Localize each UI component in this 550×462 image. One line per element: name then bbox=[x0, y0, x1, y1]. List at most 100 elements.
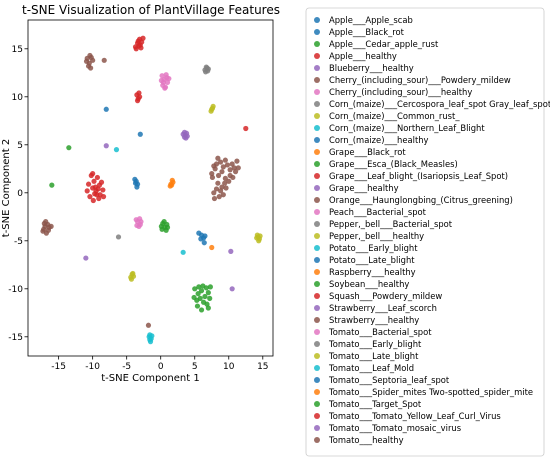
data-point bbox=[134, 222, 140, 229]
data-point bbox=[220, 192, 226, 198]
legend-label: Grape___Esca_(Black_Measles) bbox=[329, 159, 458, 169]
legend-label: Corn_(maize)___Northern_Leaf_Blight bbox=[329, 123, 485, 133]
legend-label: Grape___Leaf_blight_(Isariopsis_Leaf_Spo… bbox=[329, 171, 508, 181]
legend-item: Soybean___healthy bbox=[314, 279, 409, 289]
data-point bbox=[211, 195, 218, 202]
legend-marker bbox=[314, 77, 320, 83]
series-29 bbox=[146, 332, 155, 345]
data-point bbox=[211, 190, 217, 196]
series-24 bbox=[228, 248, 234, 254]
legend-marker bbox=[314, 161, 320, 167]
data-point bbox=[83, 255, 89, 261]
data-point bbox=[209, 171, 215, 177]
legend-marker bbox=[314, 305, 320, 311]
data-point bbox=[202, 233, 208, 239]
legend-item: Tomato___Tomato_mosaic_virus bbox=[314, 423, 461, 433]
series-10 bbox=[132, 131, 143, 190]
data-point bbox=[207, 284, 213, 290]
plot-frame bbox=[27, 19, 274, 357]
legend-marker bbox=[314, 125, 320, 131]
data-point bbox=[203, 285, 209, 291]
data-point bbox=[161, 219, 167, 225]
series-3 bbox=[243, 125, 249, 132]
data-point bbox=[48, 223, 54, 229]
legend-label: Tomato___Early_blight bbox=[328, 339, 422, 349]
legend-label: Strawberry___Leaf_scorch bbox=[329, 303, 437, 313]
legend-label: Apple___Apple_scab bbox=[329, 15, 413, 25]
legend-label: Apple___Cedar_apple_rust bbox=[329, 39, 439, 49]
legend-marker bbox=[314, 41, 320, 47]
data-point bbox=[224, 162, 231, 168]
data-point bbox=[90, 171, 96, 177]
series-8 bbox=[208, 103, 216, 114]
data-point bbox=[100, 194, 107, 200]
data-point bbox=[220, 164, 226, 170]
legend-item: Tomato___Early_blight bbox=[314, 339, 422, 349]
legend-label: Grape___Black_rot bbox=[329, 147, 406, 157]
data-point bbox=[91, 178, 97, 184]
data-point bbox=[158, 223, 164, 229]
legend-item: Grape___Esca_(Black_Measles) bbox=[314, 159, 458, 169]
data-point bbox=[113, 147, 120, 153]
data-point bbox=[137, 131, 143, 137]
data-point bbox=[198, 307, 205, 313]
data-point bbox=[211, 163, 217, 169]
data-point bbox=[222, 180, 228, 186]
legend-item: Orange___Haunglongbing_(Citrus_greening) bbox=[314, 195, 513, 205]
legend-label: Tomato___Target_Spot bbox=[328, 399, 422, 409]
legend-label: Tomato___Leaf_Mold bbox=[328, 363, 414, 373]
legend-marker bbox=[314, 353, 320, 359]
legend-item: Tomato___Tomato_Yellow_Leaf_Curl_Virus bbox=[314, 411, 501, 421]
data-point bbox=[169, 177, 175, 183]
legend-item: Apple___Cedar_apple_rust bbox=[314, 39, 439, 49]
data-point bbox=[180, 249, 186, 255]
legend-item: Corn_(maize)___Northern_Leaf_Blight bbox=[314, 123, 485, 133]
legend-marker bbox=[314, 209, 320, 215]
data-point bbox=[92, 191, 98, 197]
legend-label: Orange___Haunglongbing_(Citrus_greening) bbox=[329, 195, 513, 205]
series-16 bbox=[133, 216, 144, 229]
data-point bbox=[223, 185, 229, 191]
data-point bbox=[230, 174, 236, 181]
series-17 bbox=[115, 234, 122, 240]
legend-marker bbox=[314, 89, 320, 95]
data-point bbox=[149, 333, 155, 339]
legend-marker bbox=[314, 101, 320, 107]
y-tick-label: -15 bbox=[8, 333, 23, 343]
legend-item: Tomato___Bacterial_spot bbox=[314, 327, 432, 337]
data-point bbox=[159, 73, 165, 79]
x-tick-label: 10 bbox=[223, 362, 235, 372]
data-point bbox=[135, 38, 141, 44]
data-point bbox=[198, 288, 205, 294]
series-13 bbox=[84, 35, 146, 204]
x-tick-label: 0 bbox=[158, 362, 164, 372]
series-4 bbox=[83, 143, 235, 292]
legend-label: Potato___Late_blight bbox=[329, 255, 415, 265]
data-point bbox=[232, 169, 239, 175]
legend-item: Apple___Apple_scab bbox=[314, 15, 413, 25]
legend-label: Cherry_(including_sour)___healthy bbox=[329, 87, 472, 97]
legend-label: Strawberry___healthy bbox=[329, 315, 419, 325]
data-point bbox=[227, 167, 233, 173]
legend-marker bbox=[314, 317, 320, 323]
data-point bbox=[134, 98, 141, 104]
legend-marker bbox=[314, 269, 320, 275]
legend-item: Grape___Black_rot bbox=[314, 147, 406, 157]
legend-marker bbox=[314, 17, 320, 23]
legend-marker bbox=[314, 413, 320, 419]
y-tick-label: 0 bbox=[17, 189, 23, 199]
data-point bbox=[215, 180, 221, 186]
data-point bbox=[134, 181, 141, 187]
series-25 bbox=[145, 322, 152, 328]
data-point bbox=[226, 178, 232, 184]
legend: Apple___Apple_scab Apple___Black_rot Apple… bbox=[305, 7, 550, 457]
data-point bbox=[132, 44, 139, 50]
legend-marker bbox=[314, 173, 320, 179]
data-point bbox=[183, 135, 189, 141]
legend-item: Cherry_(including_sour)___Powdery_mildew bbox=[314, 75, 511, 85]
legend-item: Tomato___Septoria_leaf_spot bbox=[314, 375, 450, 385]
x-tick-label: 15 bbox=[257, 362, 268, 372]
chart-title: t-SNE Visualization of PlantVillage Feat… bbox=[22, 3, 280, 17]
legend-marker bbox=[314, 149, 320, 155]
data-point bbox=[103, 106, 109, 112]
